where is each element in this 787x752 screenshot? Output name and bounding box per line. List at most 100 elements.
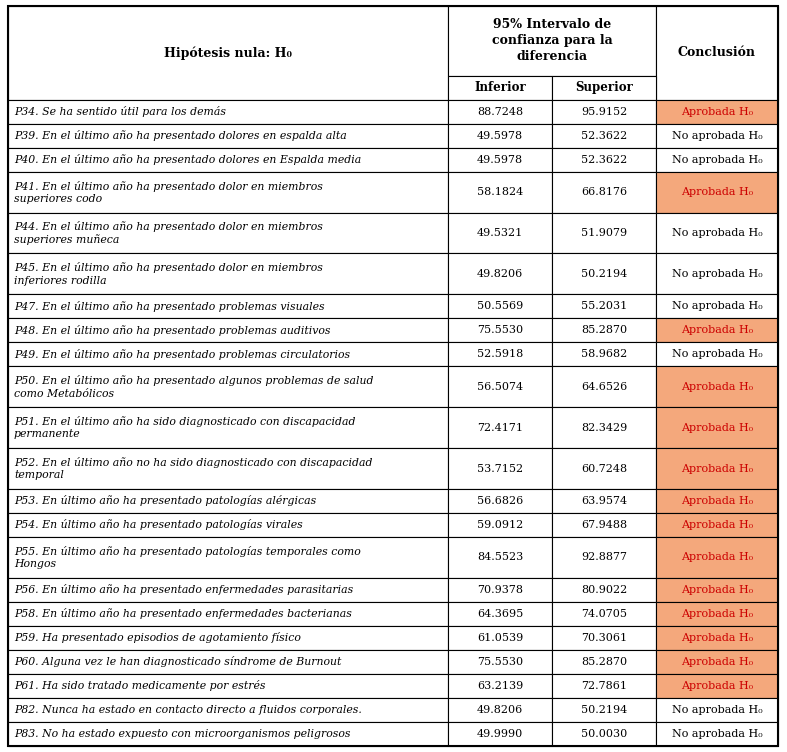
Text: 49.8206: 49.8206 — [477, 269, 523, 279]
Text: P51. En el último año ha sido diagnosticado con discapacidad
permanente: P51. En el último año ha sido diagnostic… — [14, 416, 356, 439]
Bar — [656, 342, 778, 366]
Text: Aprobada H₀: Aprobada H₀ — [681, 496, 753, 506]
Text: 49.5321: 49.5321 — [477, 228, 523, 238]
Text: 95% Intervalo de
confianza para la
diferencia: 95% Intervalo de confianza para la difer… — [492, 18, 612, 63]
Bar — [448, 171, 552, 213]
Bar — [448, 213, 552, 253]
Text: 55.2031: 55.2031 — [581, 302, 627, 311]
Bar — [448, 602, 552, 626]
Text: Aprobada H₀: Aprobada H₀ — [681, 585, 753, 595]
Bar — [8, 294, 448, 318]
Text: 49.8206: 49.8206 — [477, 705, 523, 715]
Bar — [448, 124, 552, 147]
Bar — [656, 626, 778, 650]
Bar — [552, 100, 656, 124]
Bar — [656, 213, 778, 253]
Bar — [8, 147, 448, 171]
Text: 88.7248: 88.7248 — [477, 107, 523, 117]
Text: 50.2194: 50.2194 — [581, 705, 627, 715]
Bar — [656, 366, 778, 408]
Text: 75.5530: 75.5530 — [477, 657, 523, 667]
Bar — [552, 650, 656, 674]
Text: 60.7248: 60.7248 — [581, 463, 627, 474]
Text: P41. En el último año ha presentado dolor en miembros
superiores codo: P41. En el último año ha presentado dolo… — [14, 180, 323, 204]
Bar — [656, 294, 778, 318]
Bar — [8, 626, 448, 650]
Text: P61. Ha sido tratado medicamente por estrés: P61. Ha sido tratado medicamente por est… — [14, 681, 265, 691]
Text: P44. En el último año ha presentado dolor en miembros
superiores muñeca: P44. En el último año ha presentado dolo… — [14, 221, 323, 245]
Text: P82. Nunca ha estado en contacto directo a fluidos corporales.: P82. Nunca ha estado en contacto directo… — [14, 705, 362, 715]
Bar — [656, 578, 778, 602]
Text: 82.3429: 82.3429 — [581, 423, 627, 432]
Text: 66.8176: 66.8176 — [581, 187, 627, 197]
Bar — [552, 722, 656, 746]
Text: Aprobada H₀: Aprobada H₀ — [681, 681, 753, 691]
Text: No aprobada H₀: No aprobada H₀ — [671, 350, 763, 359]
Text: Conclusión: Conclusión — [678, 47, 756, 59]
Bar — [552, 147, 656, 171]
Bar — [656, 124, 778, 147]
Text: P59. Ha presentado episodios de agotamiento físico: P59. Ha presentado episodios de agotamie… — [14, 632, 301, 644]
Bar — [8, 722, 448, 746]
Bar — [552, 76, 656, 100]
Bar — [656, 489, 778, 513]
Bar — [8, 489, 448, 513]
Text: 52.3622: 52.3622 — [581, 155, 627, 165]
Text: Aprobada H₀: Aprobada H₀ — [681, 423, 753, 432]
Text: Hipótesis nula: H₀: Hipótesis nula: H₀ — [164, 46, 292, 59]
Text: P49. En el último año ha presentado problemas circulatorios: P49. En el último año ha presentado prob… — [14, 349, 350, 360]
Text: P45. En el último año ha presentado dolor en miembros
inferiores rodilla: P45. En el último año ha presentado dolo… — [14, 262, 323, 286]
Bar — [8, 448, 448, 489]
Text: Aprobada H₀: Aprobada H₀ — [681, 382, 753, 392]
Bar — [448, 253, 552, 294]
Text: P34. Se ha sentido útil para los demás: P34. Se ha sentido útil para los demás — [14, 106, 226, 117]
Text: P40. En el último año ha presentado dolores en Espalda media: P40. En el último año ha presentado dolo… — [14, 154, 361, 165]
Bar — [448, 722, 552, 746]
Text: 61.0539: 61.0539 — [477, 633, 523, 643]
Bar — [448, 366, 552, 408]
Bar — [656, 698, 778, 722]
Text: P53. En último año ha presentado patologías alérgicas: P53. En último año ha presentado patolog… — [14, 496, 316, 506]
Text: 70.3061: 70.3061 — [581, 633, 627, 643]
Text: 50.5569: 50.5569 — [477, 302, 523, 311]
Bar — [656, 100, 778, 124]
Bar — [656, 408, 778, 448]
Bar — [656, 6, 778, 100]
Bar — [8, 674, 448, 698]
Bar — [448, 408, 552, 448]
Bar — [8, 408, 448, 448]
Bar — [448, 76, 552, 100]
Bar — [8, 578, 448, 602]
Text: Aprobada H₀: Aprobada H₀ — [681, 553, 753, 562]
Bar — [552, 578, 656, 602]
Bar — [552, 626, 656, 650]
Bar — [8, 318, 448, 342]
Bar — [552, 124, 656, 147]
Text: 56.6826: 56.6826 — [477, 496, 523, 506]
Bar — [8, 513, 448, 537]
Bar — [552, 537, 656, 578]
Text: 95.9152: 95.9152 — [581, 107, 627, 117]
Text: P47. En el último año ha presentado problemas visuales: P47. En el último año ha presentado prob… — [14, 301, 324, 312]
Bar — [448, 698, 552, 722]
Bar — [448, 489, 552, 513]
Text: 70.9378: 70.9378 — [477, 585, 523, 595]
Bar — [448, 100, 552, 124]
Text: 49.9990: 49.9990 — [477, 729, 523, 739]
Text: Superior: Superior — [575, 81, 633, 94]
Text: No aprobada H₀: No aprobada H₀ — [671, 302, 763, 311]
Text: No aprobada H₀: No aprobada H₀ — [671, 131, 763, 141]
Text: 52.3622: 52.3622 — [581, 131, 627, 141]
Bar — [448, 626, 552, 650]
Bar — [552, 318, 656, 342]
Text: 49.5978: 49.5978 — [477, 131, 523, 141]
Bar — [552, 489, 656, 513]
Bar — [8, 698, 448, 722]
Text: 58.1824: 58.1824 — [477, 187, 523, 197]
Bar — [552, 513, 656, 537]
Bar — [656, 674, 778, 698]
Bar — [448, 318, 552, 342]
Text: P50. En el último año ha presentado algunos problemas de salud
como Metabólicos: P50. En el último año ha presentado algu… — [14, 375, 374, 399]
Bar — [8, 602, 448, 626]
Text: Aprobada H₀: Aprobada H₀ — [681, 609, 753, 619]
